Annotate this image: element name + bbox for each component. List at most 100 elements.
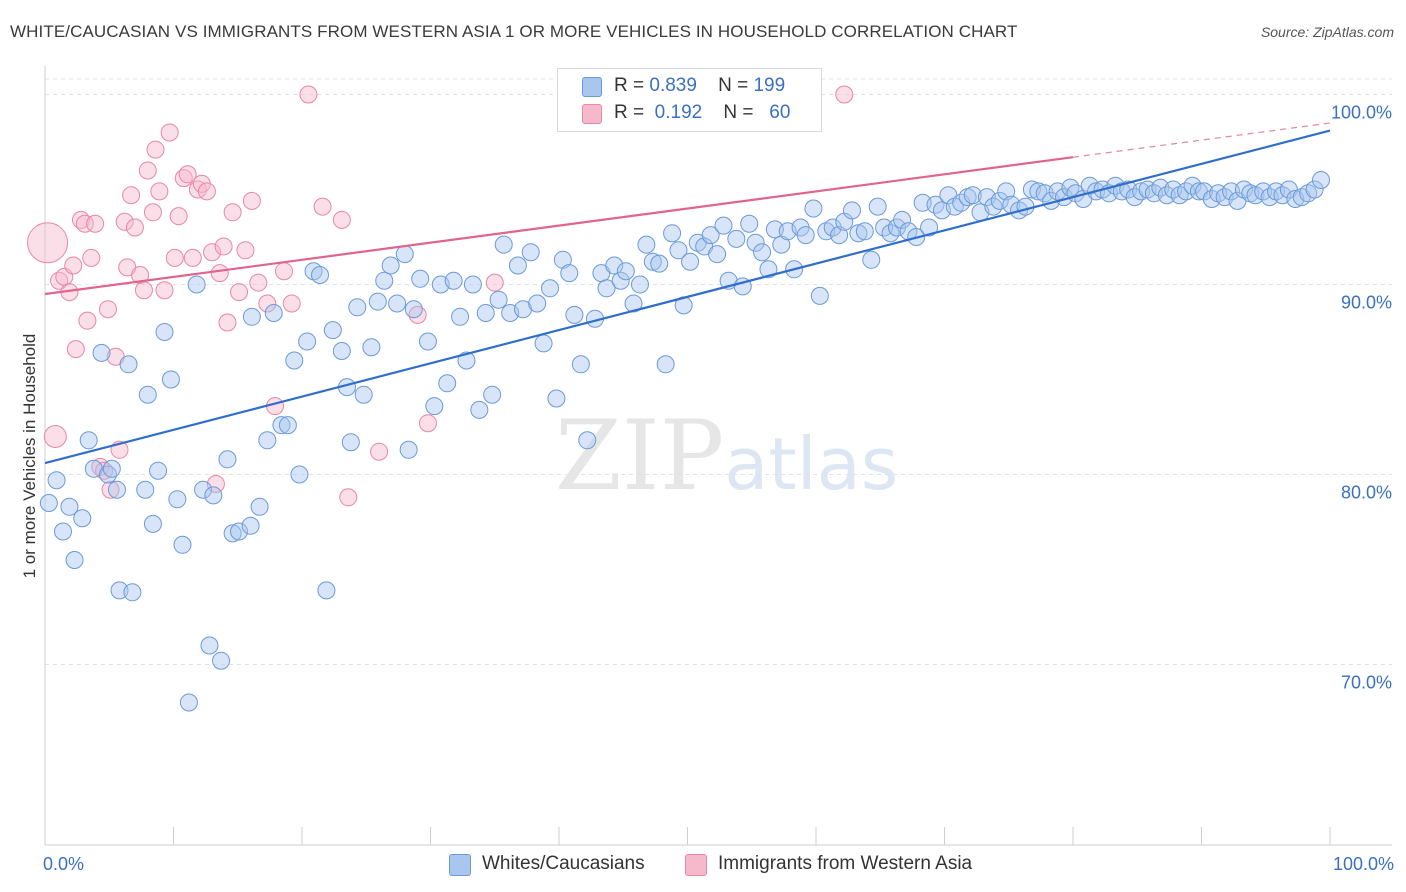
point-whites — [528, 294, 547, 313]
point-whites — [701, 226, 720, 245]
point-western-asia — [218, 313, 237, 332]
point-western-asia — [203, 243, 222, 262]
point-western-asia — [223, 203, 242, 222]
point-whites — [560, 264, 579, 283]
point-whites — [223, 524, 242, 543]
point-whites — [893, 210, 912, 229]
point-whites — [278, 416, 297, 435]
trend-line-western-asia — [44, 156, 1074, 296]
y-tick-label: 100.0% — [1331, 103, 1392, 123]
point-western-asia — [75, 214, 94, 233]
point-western-asia — [242, 191, 261, 210]
point-whites — [381, 256, 400, 275]
point-whites — [842, 201, 861, 220]
point-western-asia — [230, 283, 249, 302]
point-western-asia — [418, 414, 437, 433]
point-whites — [521, 243, 540, 262]
point-whites — [204, 486, 223, 505]
point-western-asia — [101, 480, 120, 499]
point-western-asia — [125, 218, 144, 237]
point-whites — [578, 431, 597, 450]
point-whites — [1029, 182, 1048, 201]
watermark: ZIPatlas — [555, 400, 898, 512]
point-whites — [123, 583, 142, 602]
point-western-asia — [131, 266, 150, 284]
point-whites — [483, 385, 502, 404]
point-whites — [565, 305, 584, 324]
point-whites — [1061, 178, 1080, 197]
bottom-legend-swatch-pink — [685, 854, 707, 876]
point-whites — [258, 431, 277, 450]
point-whites — [264, 304, 283, 322]
trend-line-whites — [44, 129, 1331, 465]
point-western-asia — [165, 248, 184, 267]
point-whites — [849, 224, 868, 243]
point-western-asia — [299, 85, 318, 104]
point-whites — [138, 385, 157, 404]
point-whites — [212, 651, 231, 670]
point-whites — [796, 226, 815, 245]
legend-swatch-pink — [582, 104, 602, 124]
point-western-asia — [150, 182, 169, 201]
point-western-asia — [160, 123, 179, 142]
point-whites — [727, 229, 746, 248]
legend-r-label: R = — [614, 75, 645, 96]
y-tick-label: 80.0% — [1341, 483, 1392, 503]
point-whites — [395, 245, 414, 264]
point-whites — [143, 514, 162, 533]
point-whites — [323, 321, 342, 340]
point-whites — [149, 461, 168, 480]
point-whites — [285, 351, 304, 370]
point-western-asia — [370, 442, 389, 461]
point-western-asia — [64, 256, 83, 275]
correlation-legend: R = 0.839 N = 199 R = 0.192 N = 60 — [557, 68, 822, 132]
point-whites — [740, 214, 759, 233]
point-whites — [272, 416, 291, 435]
point-whites — [1312, 171, 1331, 189]
point-whites — [317, 581, 336, 600]
point-whites — [1195, 182, 1214, 201]
point-whites — [508, 256, 527, 275]
point-whites — [136, 480, 155, 499]
legend-r-value: 0.192 — [654, 102, 703, 123]
trend-lines — [44, 122, 1331, 465]
point-whites — [399, 440, 418, 459]
point-whites — [571, 355, 590, 374]
point-whites — [375, 271, 394, 290]
chart-title: WHITE/CAUCASIAN VS IMMIGRANTS FROM WESTE… — [10, 22, 1018, 41]
point-western-asia — [249, 273, 268, 292]
point-whites — [179, 693, 198, 712]
point-whites — [650, 254, 669, 273]
point-whites — [494, 235, 513, 254]
point-whites — [597, 279, 616, 298]
legend-swatch-blue — [582, 77, 602, 97]
point-whites — [354, 385, 373, 404]
bottom-legend-label-western-asia: Immigrants from Western Asia — [718, 853, 973, 874]
legend-n-value: 60 — [769, 102, 791, 123]
point-whites — [168, 490, 187, 509]
point-whites — [230, 522, 249, 541]
point-western-asia — [214, 237, 233, 256]
point-whites — [534, 334, 553, 353]
point-western-asia — [27, 222, 69, 264]
y-tick-label: 70.0% — [1341, 673, 1392, 693]
point-whites — [298, 332, 317, 351]
point-western-asia — [138, 161, 157, 180]
point-whites — [187, 275, 206, 294]
point-whites — [425, 397, 444, 416]
point-whites — [823, 218, 842, 237]
point-western-asia — [178, 165, 197, 184]
point-whites — [708, 245, 727, 264]
point-western-asia — [98, 300, 117, 319]
point-western-asia — [183, 248, 202, 267]
point-western-asia — [332, 210, 351, 229]
point-whites — [161, 370, 180, 389]
point-whites — [630, 275, 649, 294]
point-western-asia — [115, 212, 134, 231]
point-whites — [79, 431, 98, 450]
point-whites — [341, 433, 360, 452]
point-whites — [332, 342, 351, 360]
point-whites — [411, 269, 430, 288]
point-western-asia — [66, 340, 85, 359]
tick-labels: 70.0% 80.0% 90.0% 100.0% 0.0% 100.0% — [43, 103, 1394, 875]
